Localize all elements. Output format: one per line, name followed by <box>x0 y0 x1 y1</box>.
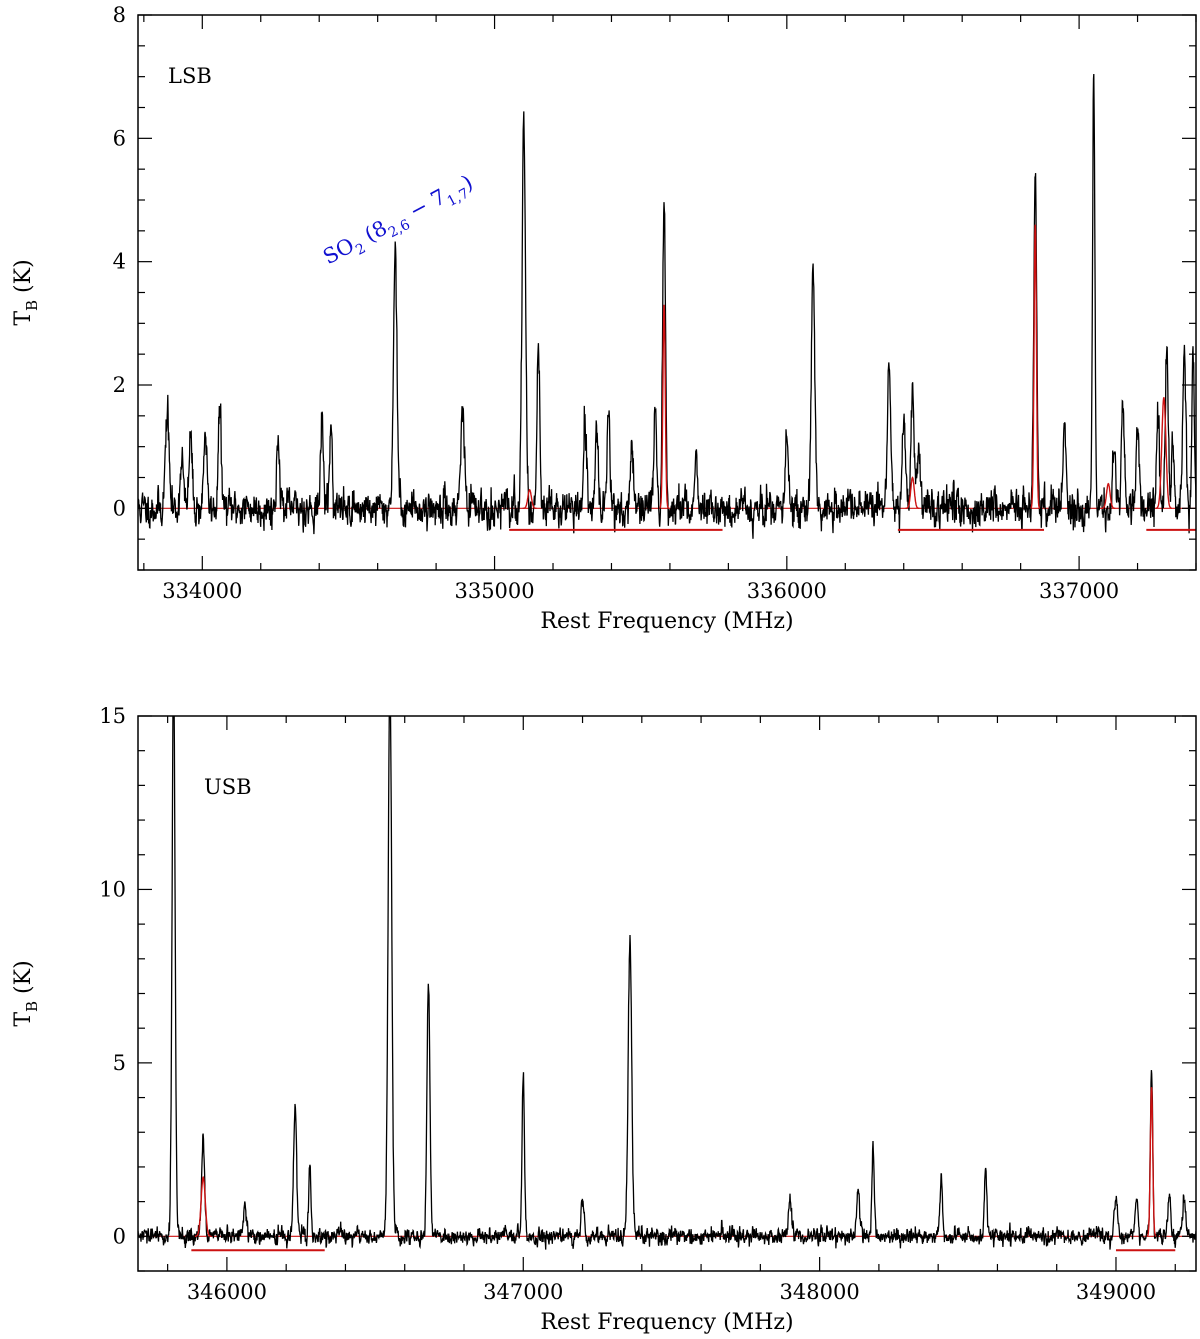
x-tick-label: 334000 <box>162 579 242 603</box>
x-tick-label: 349000 <box>1076 1280 1156 1304</box>
y-tick-label: 10 <box>99 877 126 901</box>
chart-lsb: 334000 335000 336000 337000 0 2 4 6 8 Rest Freque… <box>11 3 1197 634</box>
y-tick-label: 0 <box>113 1224 126 1248</box>
spectrum-series <box>138 716 1196 1250</box>
y-axis-label: TB (K) <box>11 960 41 1026</box>
y-tick-label: 6 <box>113 126 126 150</box>
y-tick-label: 15 <box>99 704 126 728</box>
model-fit-line <box>905 476 920 509</box>
model-fit-line <box>1030 224 1041 509</box>
model-fit-line <box>522 488 537 509</box>
model-fit-line <box>1146 1087 1157 1237</box>
panel-label: USB <box>204 775 252 799</box>
y-axis-label: TB (K) <box>11 259 41 325</box>
x-tick-label: 337000 <box>1039 579 1119 603</box>
chart-usb: 346000 347000 348000 349000 0 5 10 15 Rest Frequ… <box>11 704 1197 1335</box>
model-fit-line <box>1101 482 1116 509</box>
model-fit-line <box>194 1175 212 1237</box>
x-tick-label: 347000 <box>483 1280 563 1304</box>
y-tick-label: 0 <box>113 496 126 520</box>
x-axis-label: Rest Frequency (MHz) <box>540 609 793 634</box>
y-tick-label: 4 <box>113 250 126 274</box>
so2-annotation: SO2 (82,6 − 71,7) <box>319 170 479 273</box>
x-tick-label: 335000 <box>454 579 534 603</box>
x-tick-label: 346000 <box>187 1280 267 1304</box>
y-tick-label: 2 <box>113 373 126 397</box>
panel-label: LSB <box>168 64 212 88</box>
x-tick-label: 336000 <box>747 579 827 603</box>
model-fit-line <box>659 304 670 509</box>
y-tick-label: 5 <box>113 1051 126 1075</box>
model-fit-line <box>1155 397 1173 509</box>
x-axis-label: Rest Frequency (MHz) <box>540 1310 793 1335</box>
x-tick-label: 348000 <box>780 1280 860 1304</box>
y-tick-label: 8 <box>113 3 126 27</box>
